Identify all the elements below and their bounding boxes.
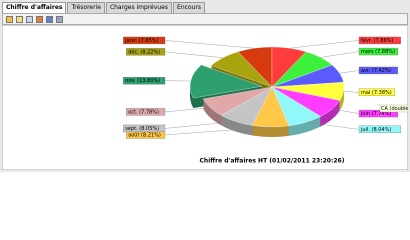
label-box <box>358 36 401 45</box>
label-box <box>358 66 398 75</box>
label-line <box>164 40 255 49</box>
slice <box>203 86 273 116</box>
data-label: juil. (8.04%) <box>360 127 391 133</box>
label-box <box>358 47 398 56</box>
tool-icon[interactable] <box>6 16 13 23</box>
label-line <box>320 51 360 58</box>
tool-icon[interactable] <box>46 16 53 23</box>
label-line <box>164 126 271 136</box>
label-box <box>358 88 396 97</box>
label-box <box>123 77 166 85</box>
label-box <box>358 109 398 118</box>
label-line <box>305 122 360 130</box>
data-label: sept. (8.05%) <box>125 126 159 132</box>
tool-icon[interactable] <box>26 16 33 23</box>
data-label: août (8.21%) <box>128 131 161 138</box>
data-label: juin (7.74%) <box>360 111 392 117</box>
label-line <box>164 121 236 129</box>
window: Chiffre d'affaires Trésorerie Charges impr… <box>0 0 410 172</box>
label-line <box>164 51 223 58</box>
tab[interactable]: Trésorerie <box>67 2 105 13</box>
tooltip-box <box>379 104 408 113</box>
toolbar <box>2 13 408 25</box>
label-box <box>126 108 166 116</box>
tooltip: CA (double) <box>381 106 408 112</box>
tool-icon[interactable] <box>36 16 43 23</box>
label-line <box>339 70 360 74</box>
slice <box>210 51 273 88</box>
data-label: janv. (7.85%) <box>124 38 158 44</box>
label-box <box>123 36 166 45</box>
label-line <box>164 107 211 113</box>
slice <box>189 64 263 99</box>
data-label: oct. (7.78%) <box>128 109 159 115</box>
data-label: déc. (8.22%) <box>128 48 160 55</box>
label-box <box>126 48 166 56</box>
label-box <box>358 125 401 134</box>
chart: Chiffre d'affaires HT (01/02/2011 23:20:… <box>2 25 408 170</box>
tool-icon[interactable] <box>56 16 63 23</box>
data-label: avr. (7.42%) <box>361 68 392 74</box>
tool-icon[interactable] <box>16 16 23 23</box>
label-line <box>343 91 360 93</box>
label-line <box>289 40 360 49</box>
chart-caption: Chiffre d'affaires HT (01/02/2011 23:20:… <box>200 158 345 165</box>
tab[interactable]: Encours <box>173 2 205 13</box>
tab[interactable]: Chiffre d'affaires <box>2 2 67 13</box>
label-box <box>123 124 166 133</box>
data-label: mars (7.88%) <box>361 49 395 55</box>
data-label: févr. (7.86%) <box>361 37 393 44</box>
data-label: nov. (13.80%) <box>125 78 160 84</box>
label-line <box>331 108 360 114</box>
tab[interactable]: Charges imprévues <box>105 2 173 13</box>
tab-bar: Chiffre d'affaires Trésorerie Charges impr… <box>2 2 206 13</box>
data-label: mai (7.38%) <box>361 90 392 96</box>
